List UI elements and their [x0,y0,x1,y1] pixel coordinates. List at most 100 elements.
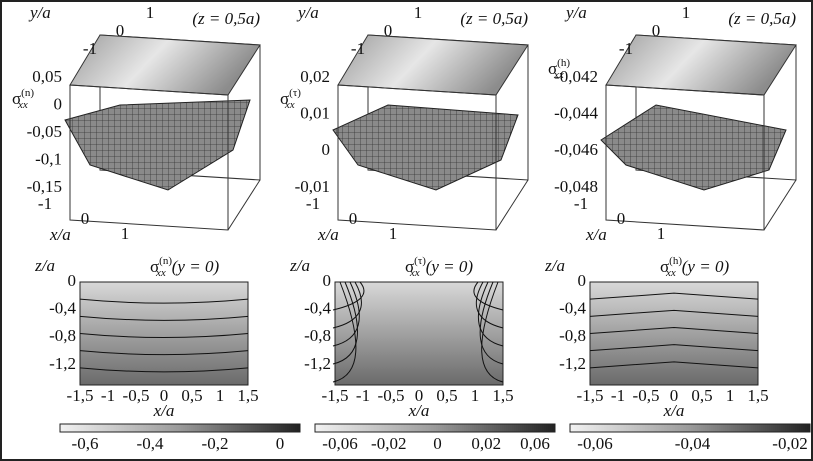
x-tick-label: 1,5 [492,386,513,405]
colorbar [315,424,555,432]
sigma-sub: xx [155,267,166,279]
y-tick-label: -0,8 [559,326,586,345]
x-tick-label: 1 [216,386,225,405]
y-axis-label: z/a [289,256,310,275]
y-tick-label: 0 [68,271,77,290]
y-tick-label: 0 [652,21,661,40]
y-tick-label: -1,2 [49,354,76,373]
x-tick-label: 0 [81,209,90,228]
x-axis-label: x/a [585,225,607,244]
contour-plot [335,282,503,385]
condition: (y = 0) [172,257,220,276]
x-tick-label: 1 [726,386,735,405]
y-tick-label: -1 [351,39,365,58]
z-tick-label: 0,05 [32,67,62,86]
condition: (y = 0) [426,257,474,276]
colorbar-tick-label: 0 [276,434,285,453]
y-axis-label: y/a [564,3,587,22]
y-tick-label: -1 [619,39,633,58]
x-tick-label: -1 [101,386,115,405]
x-tick-label: 0 [349,209,358,228]
x-tick-label: -1 [38,194,52,213]
y-tick-label: 1 [414,3,423,22]
z-tick-label: -0,044 [554,104,598,123]
y-tick-label: 0 [323,271,332,290]
y-tick-label: -1 [83,39,97,58]
x-tick-label: 1 [657,224,666,243]
z-tick-label: 0,01 [300,104,330,123]
z-tick-label: -0,05 [27,122,62,141]
x-tick-label: 1,5 [237,386,258,405]
y-tick-label: 0 [116,21,125,40]
condition: (y = 0) [682,257,730,276]
x-tick-label: -0,5 [378,386,405,405]
colorbar-tick-label: -0,06 [322,434,357,453]
y-tick-label: -0,4 [49,299,76,318]
y-tick-label: -0,8 [49,326,76,345]
x-axis-label: x/a [663,401,685,420]
x-axis-label: x/a [317,225,339,244]
contour-face [70,35,260,95]
x-tick-label: -1 [356,386,370,405]
condition: (z = 0,5a) [460,9,528,28]
x-tick-label: 0,5 [436,386,457,405]
y-tick-label: -1,2 [304,354,331,373]
z-tick-label: 0 [54,94,63,113]
y-tick-label: 0 [578,271,587,290]
colorbar-tick-label: -0,02 [371,434,406,453]
y-axis-label: y/a [296,3,319,22]
y-tick-label: 1 [146,3,155,22]
colorbar-tick-label: 0,02 [471,434,501,453]
condition: (z = 0,5a) [192,9,260,28]
contour-face [338,35,528,95]
x-tick-label: 1 [471,386,480,405]
sigma-sup: (h) [557,57,570,69]
x-tick-label: -0,5 [123,386,150,405]
y-tick-label: 1 [682,3,691,22]
z-tick-label: -0,1 [35,149,62,168]
y-axis-label: z/a [34,256,55,275]
sigma-sub: xx [665,267,676,279]
x-tick-label: -1,5 [67,386,94,405]
x-axis-label: x/a [408,401,430,420]
z-tick-label: -0,046 [554,140,598,159]
sigma-sup: (n) [21,87,34,99]
y-tick-label: -0,8 [304,326,331,345]
colorbar-tick-label: -0,2 [202,434,229,453]
y-axis-label: z/a [544,256,565,275]
contour-face [606,35,796,95]
sigma-sup: (τ) [289,87,301,99]
sigma-sup: (h) [669,255,682,267]
x-tick-label: -0,5 [633,386,660,405]
sigma-sup: (n) [159,255,172,267]
x-axis-label: x/a [49,225,71,244]
x-tick-label: -1 [306,194,320,213]
sigma-sub: xx [409,267,420,279]
colorbar-tick-label: -0,6 [72,434,99,453]
sigma-sup: (τ) [414,255,426,267]
x-tick-label: 0,5 [181,386,202,405]
x-tick-label: -1 [574,194,588,213]
x-tick-label: -1,5 [577,386,604,405]
x-tick-label: 0,5 [691,386,712,405]
colorbar-tick-label: 0 [433,434,442,453]
y-tick-label: -1,2 [559,354,586,373]
x-tick-label: -1,5 [322,386,349,405]
colorbar-tick-label: 0,06 [520,434,550,453]
colorbar [60,424,300,432]
x-tick-label: 1 [121,224,130,243]
sigma-sub: xx [284,99,295,111]
sigma-label: σ(n)xx(y = 0) [150,255,219,279]
colorbar-tick-label: -0,4 [137,434,164,453]
sigma-sub: xx [17,99,28,111]
y-tick-label: -0,4 [304,299,331,318]
x-tick-label: 1 [389,224,398,243]
page: {"surfaces": [ {"y_axis": "y/a", "x_axis… [0,0,813,461]
y-axis-label: y/a [28,3,51,22]
x-tick-label: 0 [617,209,626,228]
colorbar [570,424,810,432]
z-tick-label: 0,02 [300,67,330,86]
x-tick-label: -1 [611,386,625,405]
z-tick-label: 0 [322,140,331,159]
sigma-label: σ(h)xx(y = 0) [660,255,729,279]
